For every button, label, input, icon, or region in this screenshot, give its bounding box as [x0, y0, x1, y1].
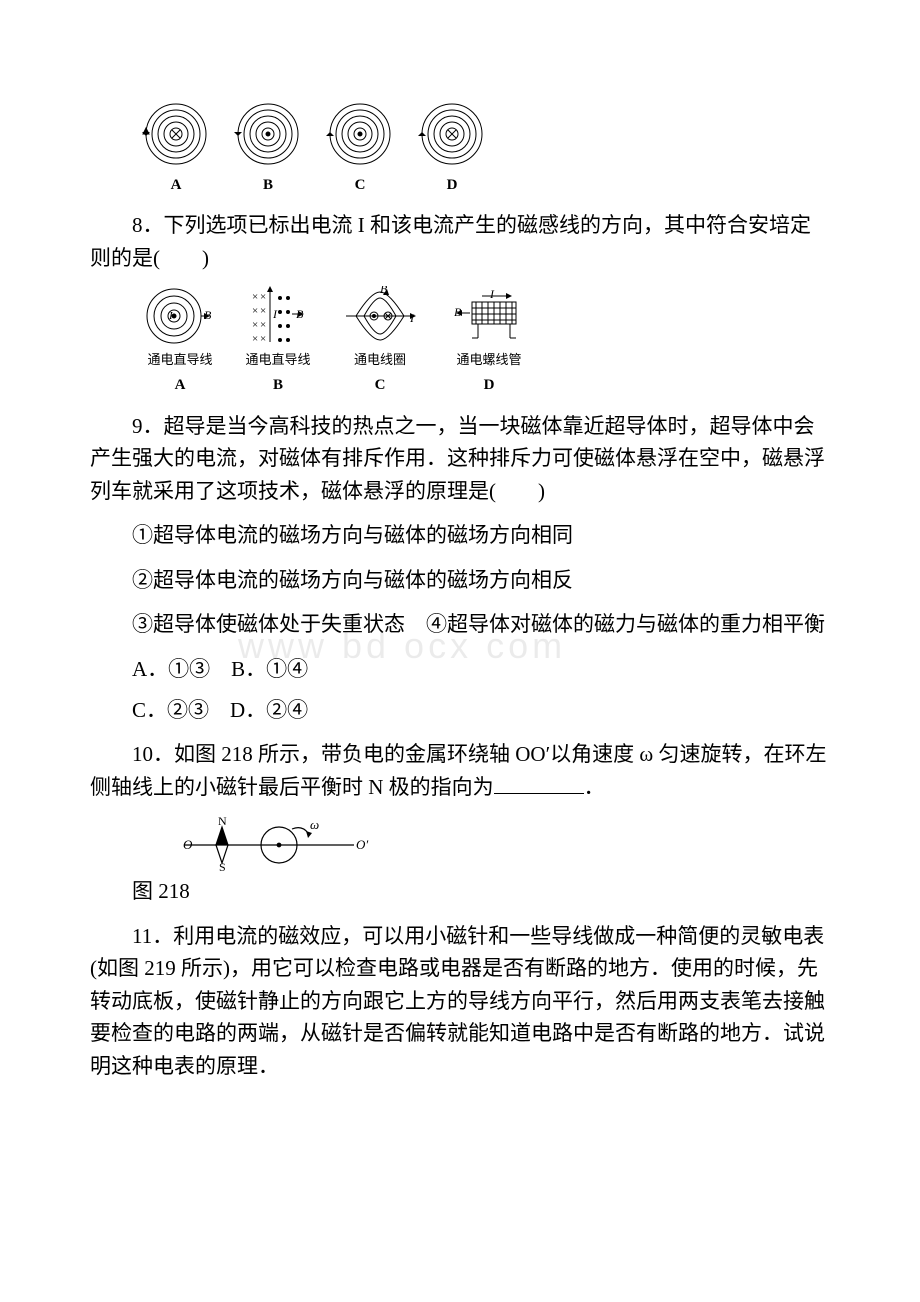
svg-text:×: × — [252, 305, 258, 317]
svg-text:×: × — [260, 333, 266, 345]
q8-figure-row: I B 通电直导线 A ×× ×× ×× ×× — [140, 286, 830, 397]
svg-text:×: × — [260, 291, 266, 303]
svg-text:×: × — [260, 305, 266, 317]
q8-fig-d: I B 通电螺线管 D — [444, 286, 534, 397]
label-Oprime: O′ — [356, 837, 368, 852]
q9-opt2: ②超导体电流的磁场方向与磁体的磁场方向相反 — [90, 564, 830, 597]
q9-opt3-wrap: www bd ocx com ③超导体使磁体处于失重状态 ④超导体对磁体的磁力与… — [90, 608, 830, 641]
q8-fig-b: ×× ×× ×× ×× I B 通电直导线 B — [240, 286, 316, 397]
q7-label-c: C — [324, 174, 396, 197]
q8-svg-d: I B — [444, 286, 534, 350]
q7-svg-b — [232, 98, 304, 170]
q7-svg-a — [140, 98, 212, 170]
q10-text: 10．如图 218 所示，带负电的金属环绕轴 OO′以角速度 ω 匀速旋转，在环… — [90, 738, 830, 803]
q10-text-after: ． — [584, 775, 605, 799]
q8-svg-a: I B — [140, 286, 220, 350]
q8-fig-a: I B 通电直导线 A — [140, 286, 220, 397]
q8-fig-c: B I 通电线圈 C — [336, 286, 424, 397]
q8-svg-b: ×× ×× ×× ×× I B — [240, 286, 316, 350]
label-O: O — [183, 837, 193, 852]
q7-fig-b: B — [232, 98, 304, 197]
q9-choice-b: C．②③ D．②④ — [132, 694, 830, 727]
label-omega: ω — [310, 817, 319, 832]
svg-text:I: I — [272, 307, 278, 321]
q7-figure-row: A B C D — [140, 98, 830, 197]
q9-para1: 9．超导是当今高科技的热点之一，当一块磁体靠近超导体时，超导体中会产生强大的电流… — [90, 410, 830, 508]
q7-fig-a: A — [140, 98, 212, 197]
q7-label-d: D — [416, 174, 488, 197]
q10-svg: O O′ N S ω — [174, 815, 374, 871]
label-N: N — [218, 815, 227, 828]
svg-text:×: × — [252, 319, 258, 331]
q7-svg-d — [416, 98, 488, 170]
q7-fig-d: D — [416, 98, 488, 197]
q8-lab-a: A — [140, 374, 220, 397]
q10-text-before: 10．如图 218 所示，带负电的金属环绕轴 OO′以角速度 ω 匀速旋转，在环… — [90, 742, 827, 799]
q7-label-a: A — [140, 174, 212, 197]
q9-opt1: ①超导体电流的磁场方向与磁体的磁场方向相同 — [90, 519, 830, 552]
q10-caption: 图 218 — [132, 875, 830, 908]
q8-sub-b: 通电直导线 — [240, 350, 316, 370]
q8-lab-b: B — [240, 374, 316, 397]
q8-sub-d: 通电螺线管 — [444, 350, 534, 370]
q7-fig-c: C — [324, 98, 396, 197]
q8-sub-a: 通电直导线 — [140, 350, 220, 370]
q7-label-b: B — [232, 174, 304, 197]
q8-sub-c: 通电线圈 — [336, 350, 424, 370]
q10-blank — [494, 773, 584, 794]
label-S: S — [219, 860, 226, 871]
q8-lab-c: C — [336, 374, 424, 397]
q10-figure: O O′ N S ω — [174, 815, 830, 871]
svg-text:×: × — [260, 319, 266, 331]
q9-choice-a: A．①③ B．①④ — [132, 653, 830, 686]
q9-opt3: ③超导体使磁体处于失重状态 ④超导体对磁体的磁力与磁体的重力相平衡 — [90, 608, 830, 641]
q8-text: 8．下列选项已标出电流 I 和该电流产生的磁感线的方向，其中符合安培定则的是( … — [90, 209, 830, 274]
q8-lab-d: D — [444, 374, 534, 397]
svg-text:×: × — [252, 333, 258, 345]
svg-text:I: I — [489, 287, 495, 301]
q11-text: 11．利用电流的磁效应，可以用小磁针和一些导线做成一种简便的灵敏电表(如图 21… — [90, 920, 830, 1083]
q8-svg-c: B I — [336, 286, 424, 350]
svg-text:×: × — [252, 291, 258, 303]
q7-svg-c — [324, 98, 396, 170]
